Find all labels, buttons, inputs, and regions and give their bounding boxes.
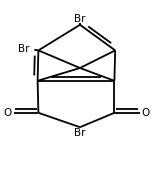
Text: Br: Br [18, 44, 30, 54]
Text: O: O [4, 108, 12, 118]
Text: Br: Br [74, 14, 86, 24]
Text: O: O [142, 108, 150, 118]
Text: Br: Br [74, 128, 86, 138]
